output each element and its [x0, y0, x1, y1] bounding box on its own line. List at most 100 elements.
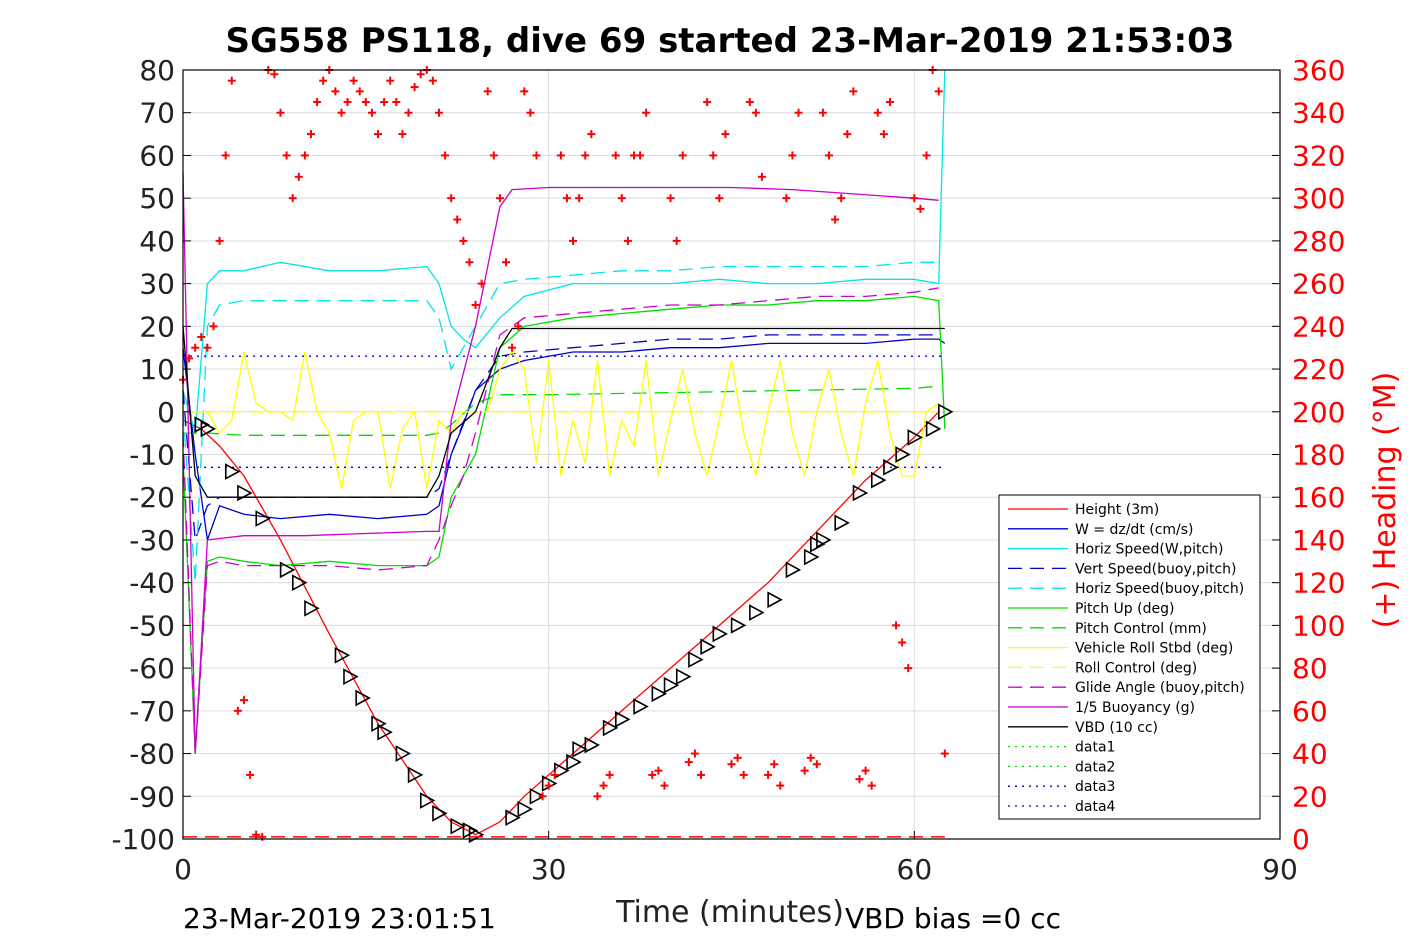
heading-marker-8: [227, 76, 236, 85]
footer-vbd-bias: VBD bias =0 cc: [845, 902, 1061, 935]
triangle-marker-19: [468, 826, 485, 844]
series-line-11: [182, 326, 945, 498]
heading-marker-100: [788, 151, 797, 160]
heading-marker-54: [508, 343, 517, 352]
heading-marker-35: [392, 98, 401, 107]
right-tick-label-16: 40: [1292, 738, 1328, 771]
heading-marker-79: [660, 781, 669, 790]
heading-marker-76: [642, 108, 651, 117]
heading-marker-21: [306, 130, 315, 139]
heading-marker-10: [239, 696, 248, 705]
heading-marker-96: [764, 770, 773, 779]
legend-label-6: Pitch Control (mm): [1075, 621, 1207, 637]
heading-marker-55: [514, 322, 523, 331]
heading-marker-6: [215, 236, 224, 245]
heading-marker-73: [623, 236, 632, 245]
triangle-marker-1: [200, 420, 217, 438]
left-tick-label-17: -90: [129, 780, 175, 813]
series-line-4: [182, 261, 939, 583]
legend-label-1: W = dz/dt (cm/s): [1075, 522, 1194, 538]
heading-marker-70: [605, 770, 614, 779]
heading-marker-18: [288, 194, 297, 203]
right-axis-ticks: 3603403203002802602402202001801601401201…: [1272, 54, 1345, 856]
heading-marker-59: [538, 792, 547, 801]
heading-marker-38: [410, 83, 419, 92]
heading-marker-91: [733, 753, 742, 762]
heading-marker-33: [380, 98, 389, 107]
legend: Height (3m) W = dz/dt (cm/s) Horiz Speed(W…: [998, 494, 1261, 820]
heading-marker-83: [684, 758, 693, 767]
heading-marker-112: [861, 766, 870, 775]
triangle-marker-3: [237, 484, 253, 502]
heading-marker-85: [697, 770, 706, 779]
triangle-marker-51: [938, 403, 954, 421]
left-tick-label-3: 50: [139, 182, 175, 215]
heading-marker-82: [678, 151, 687, 160]
triangle-marker-22: [529, 787, 546, 805]
heading-marker-111: [855, 775, 864, 784]
right-tick-label-3: 300: [1292, 182, 1345, 215]
heading-marker-37: [404, 108, 413, 117]
series-line-2: [182, 69, 946, 434]
heading-marker-39: [416, 70, 425, 79]
heading-marker-84: [690, 749, 699, 758]
heading-marker-58: [532, 151, 541, 160]
triangle-marker-24: [554, 762, 570, 779]
heading-marker-11: [246, 770, 255, 779]
triangle-marker-47: [883, 458, 899, 476]
triangle-marker-33: [675, 668, 692, 685]
right-tick-label-9: 180: [1292, 439, 1345, 472]
left-tick-label-11: -30: [129, 524, 175, 557]
heading-marker-53: [502, 258, 511, 267]
heading-marker-88: [715, 194, 724, 203]
triangle-marker-34: [688, 651, 704, 668]
heading-marker-4: [203, 343, 212, 352]
triangle-marker-30: [633, 698, 649, 715]
triangle-marker-45: [852, 484, 869, 502]
heading-marker-48: [471, 300, 480, 309]
heading-marker-41: [428, 76, 437, 85]
right-tick-label-6: 240: [1292, 310, 1345, 343]
triangle-marker-48: [895, 446, 911, 463]
heading-marker-86: [703, 98, 712, 107]
heading-marker-121: [916, 204, 925, 213]
heading-marker-107: [831, 215, 840, 224]
heading-marker-69: [599, 781, 608, 790]
heading-marker-67: [587, 130, 596, 139]
left-tick-label-10: -20: [129, 481, 175, 514]
legend-label-3: Vert Speed(buoy,pitch): [1075, 561, 1237, 577]
legend-label-7: Vehicle Roll Stbd (deg): [1075, 641, 1233, 657]
right-tick-label-17: 20: [1292, 780, 1328, 813]
legend-label-12: data1: [1075, 740, 1115, 756]
triangle-marker-21: [517, 800, 533, 818]
triangle-marker-10: [355, 689, 371, 707]
triangle-marker-5: [279, 561, 296, 579]
right-tick-label-0: 360: [1292, 54, 1345, 87]
triangle-marker-29: [614, 711, 631, 728]
legend-label-9: Glide Angle (buoy,pitch): [1075, 680, 1245, 696]
left-tick-label-0: 80: [139, 54, 175, 87]
heading-marker-72: [617, 194, 626, 203]
heading-marker-61: [550, 770, 559, 779]
series-line-6: [183, 385, 939, 436]
heading-marker-94: [751, 108, 760, 117]
heading-marker-32: [374, 130, 383, 139]
triangle-marker-32: [663, 676, 680, 694]
legend-label-13: data2: [1075, 759, 1115, 775]
heading-marker-90: [727, 760, 736, 769]
series-line-9: [182, 287, 939, 754]
right-tick-label-14: 80: [1292, 652, 1328, 685]
triangle-marker-37: [730, 617, 747, 634]
triangle-marker-2: [224, 463, 241, 480]
heading-marker-113: [867, 781, 876, 790]
heading-marker-43: [441, 151, 450, 160]
heading-marker-16: [276, 108, 285, 117]
x-axis-ticks: 0 30 60 90: [174, 831, 1298, 886]
heading-marker-9: [233, 706, 242, 715]
heading-marker-124: [934, 87, 943, 96]
left-tick-label-4: 40: [139, 225, 175, 258]
right-tick-label-1: 340: [1292, 97, 1345, 130]
heading-marker-30: [361, 98, 370, 107]
left-tick-label-16: -80: [129, 738, 175, 771]
